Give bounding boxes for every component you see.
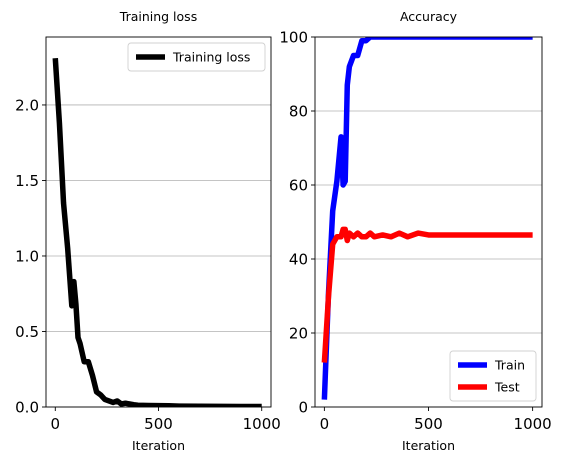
series-line-train	[321, 37, 533, 400]
series-line-training-loss	[52, 57, 262, 407]
x-tick-label: 1000	[243, 415, 281, 433]
legend: Train Test	[449, 350, 537, 402]
series-line-test	[321, 226, 533, 363]
x-tick-label: 1000	[514, 415, 552, 433]
y-tick-label: 40	[289, 251, 308, 269]
y-tick-label: 1.5	[15, 172, 39, 190]
y-tick-label: 0.5	[15, 323, 39, 341]
legend-label: Test	[494, 380, 520, 395]
legend-box	[127, 42, 266, 72]
chart-title: Training loss	[119, 9, 197, 24]
y-tick-label: 60	[289, 177, 308, 195]
x-axis-label: Iteration	[132, 438, 185, 453]
y-tick-label: 20	[289, 325, 308, 343]
legend-label: Train	[494, 358, 525, 373]
training-loss-panel: 0.0 0.5 1.0 1.5 2.0 0 500 1000 Training loss Iter…	[15, 9, 281, 453]
x-tick-label: 0	[51, 415, 61, 433]
series-group	[321, 37, 533, 400]
legend-label: Training loss	[172, 50, 250, 65]
y-tick-label: 0	[298, 399, 308, 417]
y-tick-label: 1.0	[15, 247, 39, 265]
legend: Training loss	[127, 42, 266, 72]
y-tick-label: 0.0	[15, 399, 39, 417]
y-tick-label: 100	[279, 29, 308, 47]
x-axis-label: Iteration	[402, 438, 455, 453]
y-tick-label: 80	[289, 103, 308, 121]
x-tick-label: 0	[320, 415, 330, 433]
x-tick-label: 500	[144, 415, 173, 433]
y-tick-label: 2.0	[15, 96, 39, 114]
x-tick-label: 500	[414, 415, 443, 433]
series-group	[52, 57, 262, 407]
chart-title: Accuracy	[400, 9, 458, 24]
